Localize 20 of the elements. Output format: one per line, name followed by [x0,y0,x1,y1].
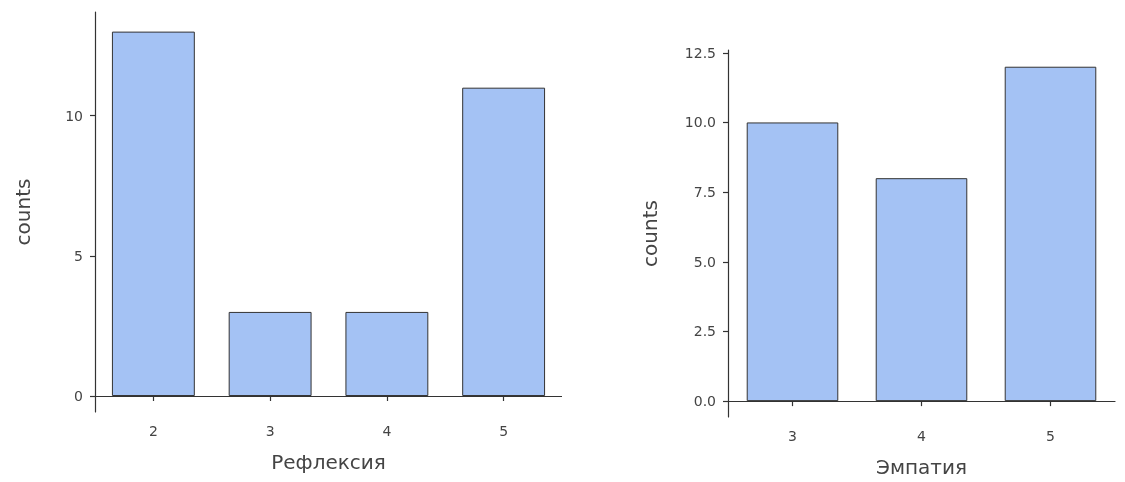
y-axis-title: counts [11,178,35,246]
y-tick-label: 7.5 [693,184,716,201]
x-tick-label: 4 [917,428,927,444]
x-axis-title: Рефлексия [271,450,386,474]
y-tick-label: 0.0 [693,393,716,410]
x-tick-label: 3 [265,423,275,439]
x-axis-title: Эмпатия [875,455,968,479]
y-axis-title: counts [638,200,662,267]
y-tick-label: 10.0 [684,114,716,131]
x-tick-label: 4 [382,423,392,439]
x-tick-label: 5 [499,423,509,439]
y-tick-label: 10 [65,107,83,124]
x-tick-label: 5 [1046,428,1055,444]
y-tick-label: 5 [74,247,83,264]
y-tick-label: 12.5 [684,44,716,61]
y-tick-label: 0 [74,388,83,405]
y-tick-label: 2.5 [693,323,716,340]
y-tick-label: 5.0 [693,253,716,270]
x-tick-label: 2 [148,423,158,439]
x-tick-label: 3 [788,428,797,444]
